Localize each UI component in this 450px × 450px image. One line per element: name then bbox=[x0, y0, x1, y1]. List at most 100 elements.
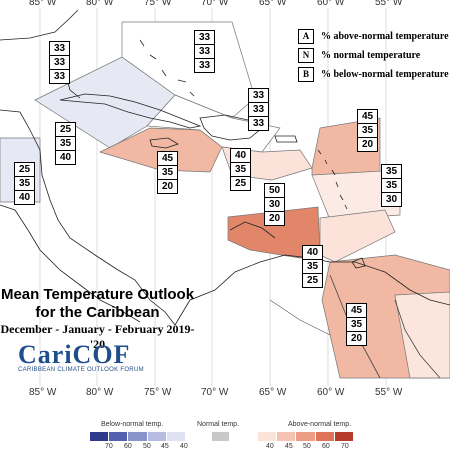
lon-label-65w-top: 65° W bbox=[259, 0, 287, 8]
coastlines bbox=[0, 9, 450, 379]
prob-above: 33 bbox=[195, 31, 214, 45]
lon-label-65w-bottom: 65° W bbox=[259, 387, 287, 398]
lon-label-70w-bottom: 70° W bbox=[201, 387, 229, 398]
colorbar-tick: 60 bbox=[124, 443, 132, 450]
prob-above: 45 bbox=[358, 110, 377, 124]
colorbar-swatch bbox=[109, 432, 129, 441]
prob-box-jamaica: 45 35 20 bbox=[157, 151, 178, 194]
lon-label-55w-top: 55° W bbox=[375, 0, 403, 8]
prob-normal: 35 bbox=[15, 177, 34, 191]
prob-below: 20 bbox=[161, 181, 174, 192]
legend-letter-n: N bbox=[298, 48, 314, 63]
colorbar-below bbox=[90, 432, 187, 441]
prob-normal: 33 bbox=[195, 45, 214, 59]
legend-letter-a: A bbox=[298, 29, 314, 44]
legend-letter-b: B bbox=[298, 67, 314, 82]
prob-normal: 35 bbox=[358, 124, 377, 138]
colorbar-tick: 50 bbox=[143, 443, 151, 450]
prob-below: 40 bbox=[59, 152, 72, 163]
logo-wordmark: CariCOF bbox=[18, 340, 131, 369]
prob-above: 33 bbox=[50, 42, 69, 56]
prob-above: 45 bbox=[347, 304, 366, 318]
legend-text-above: % above-normal temperature bbox=[321, 31, 449, 42]
prob-box-trinidad: 40 35 25 bbox=[302, 245, 323, 288]
prob-below: 40 bbox=[18, 192, 31, 203]
season-label: December - January - February 2019-'20 bbox=[0, 322, 195, 351]
colorbar-swatch bbox=[296, 432, 316, 441]
prob-box-hispaniola: 33 33 33 bbox=[248, 88, 269, 131]
lon-label-55w-bottom: 55° W bbox=[375, 387, 403, 398]
lon-label-85w-top: 85° W bbox=[29, 0, 57, 8]
prob-below: 30 bbox=[385, 194, 398, 205]
prob-below: 25 bbox=[234, 178, 247, 189]
probability-legend: A % above-normal temperature N % normal … bbox=[298, 27, 450, 84]
colorbar-tick: 45 bbox=[161, 443, 169, 450]
prob-below: 20 bbox=[350, 333, 363, 344]
lon-label-70w-top: 70° W bbox=[201, 0, 229, 8]
caricof-logo: CariCOF CARIBBEAN CLIMATE OUTLOOK FORUM bbox=[18, 340, 178, 373]
colorbar-above bbox=[258, 432, 355, 441]
colorbar-swatch bbox=[90, 432, 110, 441]
colorbar-swatch bbox=[277, 432, 297, 441]
colorbar-swatch bbox=[334, 432, 355, 441]
prob-above: 40 bbox=[231, 149, 250, 163]
prob-below: 33 bbox=[252, 118, 265, 129]
prob-normal: 35 bbox=[303, 260, 322, 274]
prob-normal: 33 bbox=[50, 56, 69, 70]
legend-text-below: % below-normal temperature bbox=[321, 69, 449, 80]
prob-normal: 35 bbox=[56, 137, 75, 151]
legend-row-normal: N % normal temperature bbox=[298, 46, 450, 65]
prob-normal: 35 bbox=[347, 318, 366, 332]
region-southern-caribbean bbox=[227, 206, 321, 259]
logo-subtitle: CARIBBEAN CLIMATE OUTLOOK FORUM bbox=[18, 367, 144, 373]
prob-above: 25 bbox=[15, 163, 34, 177]
prob-box-guianas: 45 35 20 bbox=[346, 303, 367, 346]
region-guianas-east bbox=[394, 291, 450, 379]
prob-normal: 35 bbox=[382, 179, 401, 193]
colorbar-tick: 50 bbox=[303, 443, 311, 450]
prob-above: 35 bbox=[382, 165, 401, 179]
lon-label-60w-top: 60° W bbox=[317, 0, 345, 8]
prob-below: 25 bbox=[306, 275, 319, 286]
colorbar-swatch bbox=[147, 432, 167, 441]
prob-box-cuba: 33 33 33 bbox=[49, 41, 70, 84]
prob-box-southern-caribbean: 50 30 20 bbox=[264, 183, 285, 226]
prob-above: 25 bbox=[56, 123, 75, 137]
prob-above: 40 bbox=[303, 246, 322, 260]
colorbar-tick: 70 bbox=[341, 443, 349, 450]
colorbar-swatch bbox=[166, 432, 187, 441]
colorbar-normal-label: Normal temp. bbox=[197, 421, 240, 428]
lon-label-75w-top: 75° W bbox=[144, 0, 172, 8]
prob-below: 20 bbox=[268, 213, 281, 224]
lon-label-60w-bottom: 60° W bbox=[317, 387, 345, 398]
prob-box-windwards: 35 35 30 bbox=[381, 164, 402, 207]
colorbar-below-label: Below-normal temp. bbox=[101, 421, 164, 428]
colorbar-tick: 40 bbox=[180, 443, 188, 450]
legend-row-above: A % above-normal temperature bbox=[298, 27, 450, 46]
colorbar-tick: 45 bbox=[285, 443, 293, 450]
colorbar-normal bbox=[212, 432, 230, 441]
map-title: Mean Temperature Outlook bbox=[0, 286, 195, 303]
prob-box-belize: 25 35 40 bbox=[55, 122, 76, 165]
prob-below: 33 bbox=[53, 71, 66, 82]
colorbar-above-label: Above-normal temp. bbox=[288, 421, 352, 428]
prob-box-leewards: 45 35 20 bbox=[357, 109, 378, 152]
prob-normal: 30 bbox=[265, 198, 284, 212]
prob-normal: 33 bbox=[249, 103, 268, 117]
colorbar-swatch bbox=[258, 432, 278, 441]
colorbar-swatch bbox=[212, 432, 230, 441]
lon-label-80w-top: 80° W bbox=[86, 0, 114, 8]
lon-label-80w-bottom: 80° W bbox=[86, 387, 114, 398]
prob-below: 20 bbox=[361, 139, 374, 150]
lon-label-75w-bottom: 75° W bbox=[144, 387, 172, 398]
colorbar-tick: 70 bbox=[105, 443, 113, 450]
colorbar-tick: 60 bbox=[322, 443, 330, 450]
lon-label-85w-bottom: 85° W bbox=[29, 387, 57, 398]
prob-normal: 35 bbox=[231, 163, 250, 177]
prob-box-bahamas: 33 33 33 bbox=[194, 30, 215, 73]
prob-above: 33 bbox=[249, 89, 268, 103]
colorbar-swatch bbox=[315, 432, 335, 441]
region-windwards bbox=[311, 169, 401, 221]
prob-normal: 35 bbox=[158, 166, 177, 180]
